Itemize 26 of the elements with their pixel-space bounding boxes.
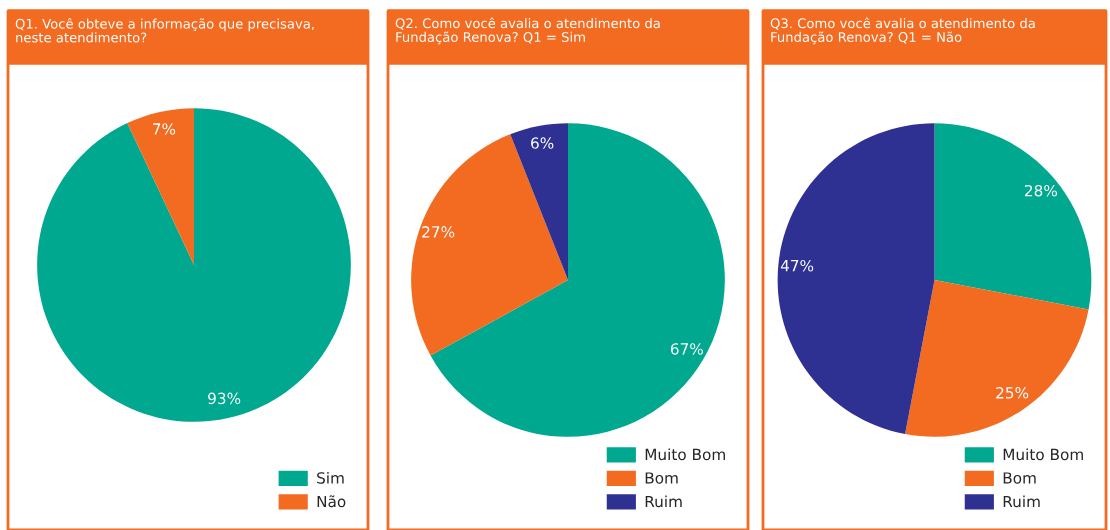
pie-slice — [777, 123, 935, 435]
chart-title: Q1. Você obteve a informação que precisava, neste atendimento? — [15, 18, 314, 43]
legend-label: Muito Bom — [645, 448, 725, 461]
data-label: 6% — [531, 137, 554, 149]
pie-slice — [510, 123, 568, 280]
data-label: 67% — [670, 343, 703, 355]
data-label: 93% — [208, 392, 241, 405]
legend-label: Muito Bom — [1003, 448, 1083, 461]
data-label: 27% — [422, 226, 455, 238]
chart-title: Q3. Como você avalia o atendimento da Fundação Renova? Q1 = Não — [770, 17, 1035, 45]
legend-label: Sim — [317, 471, 344, 484]
pie-slice — [411, 134, 568, 356]
legend-label: Bom — [1003, 472, 1036, 484]
data-label: 25% — [996, 387, 1029, 399]
pie-slice — [37, 108, 351, 422]
data-label: 7% — [153, 123, 176, 135]
legend-label: Não — [317, 495, 346, 508]
pie-slice — [127, 108, 194, 265]
legend-label: Ruim — [645, 495, 682, 508]
data-label: 28% — [1025, 184, 1057, 197]
legend-label: Ruim — [1003, 495, 1040, 508]
legend-label: Bom — [645, 472, 678, 484]
pie-slice — [905, 280, 1089, 437]
pie-slice — [934, 123, 1092, 310]
chart-title: Q2. Como você avalia o atendimento da Fundação Renova? Q1 = Sim — [395, 17, 660, 45]
data-label: 47% — [780, 259, 814, 272]
